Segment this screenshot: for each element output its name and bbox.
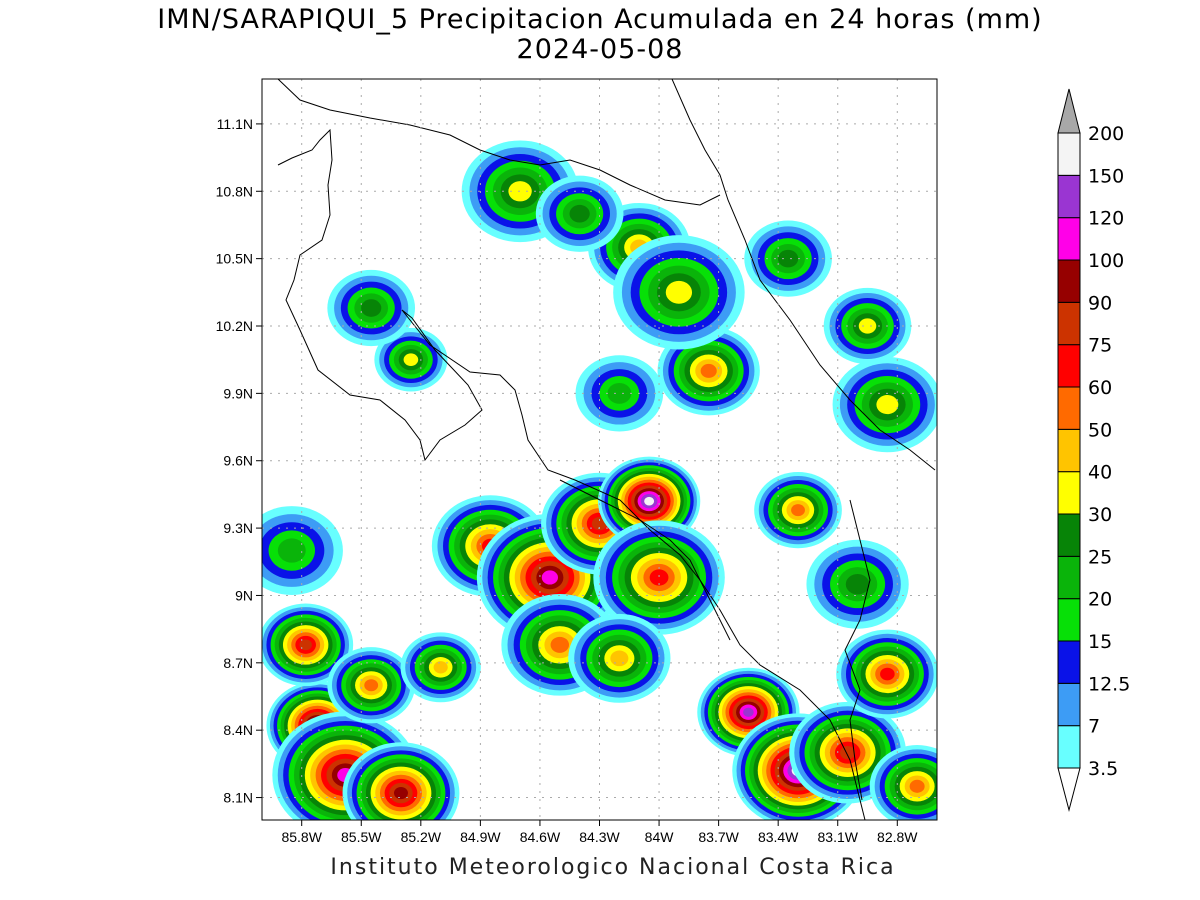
lat-tick-label: 11.1N bbox=[217, 116, 253, 132]
rain-cell-11-band-8 bbox=[550, 636, 570, 653]
lat-tick-label: 9.3N bbox=[223, 520, 253, 536]
rain-cell-17-band-8 bbox=[909, 779, 925, 793]
colorbar-swatch bbox=[1057, 217, 1081, 261]
rain-cell-31-band-5 bbox=[845, 573, 870, 595]
lon-tick-label: 84.3W bbox=[579, 829, 620, 845]
lat-tick-label: 8.7N bbox=[223, 655, 253, 671]
caribbean-coast bbox=[671, 79, 936, 471]
colorbar-swatch bbox=[1057, 471, 1081, 515]
rain-cell-10-band-9 bbox=[649, 569, 669, 586]
map-title: IMN/SARAPIQUI_5 Precipitacion Acumulada … bbox=[157, 4, 1043, 35]
lon-tick-label: 85.8W bbox=[281, 829, 322, 845]
lat-tick-label: 10.8N bbox=[216, 183, 253, 199]
colorbar: 3.5 7 12.5 15 20 25 30 40 50 60 75 90 100 120 150 200 bbox=[1057, 88, 1130, 812]
colorbar-swatch bbox=[1057, 301, 1081, 346]
rain-cell-26-band-5 bbox=[361, 299, 382, 317]
rain-cell-20-band-6 bbox=[858, 318, 877, 334]
lon-tick-label: 83.1W bbox=[818, 829, 859, 845]
colorbar-label: 100 bbox=[1088, 250, 1124, 272]
colorbar-swatch bbox=[1057, 132, 1081, 176]
lat-tick-label: 9.6N bbox=[223, 453, 253, 469]
rain-cell-7-band-12 bbox=[541, 570, 558, 585]
rain-cell-19-band-6 bbox=[876, 395, 899, 415]
rain-cell-2-band-11 bbox=[393, 786, 408, 800]
colorbar-swatch bbox=[1057, 174, 1081, 219]
colorbar-swatch bbox=[1057, 682, 1081, 727]
colorbar-label: 60 bbox=[1088, 377, 1112, 399]
colorbar-swatch bbox=[1057, 513, 1081, 557]
lon-tick-label: 84W bbox=[645, 829, 675, 845]
rain-cell-13-band-13 bbox=[743, 707, 754, 717]
colorbar-label: 90 bbox=[1088, 292, 1112, 314]
map-date: 2024-05-08 bbox=[516, 34, 684, 65]
rain-cell-30-band-4 bbox=[607, 382, 632, 404]
colorbar-label: 150 bbox=[1088, 165, 1124, 187]
colorbar-swatch bbox=[1057, 598, 1081, 642]
lon-tick-label: 83.7W bbox=[698, 829, 739, 845]
colorbar-label: 50 bbox=[1088, 419, 1112, 441]
colorbar-swatch bbox=[1057, 344, 1081, 388]
rain-cell-4-band-8 bbox=[364, 679, 379, 692]
lon-tick-label: 82.8W bbox=[877, 829, 918, 845]
rain-cell-15-band-10 bbox=[840, 746, 856, 760]
colorbar-swatch bbox=[1057, 428, 1081, 473]
rain-cell-21-band-8 bbox=[700, 363, 717, 378]
interior-divide bbox=[559, 479, 731, 641]
rain-cell-28-band-5 bbox=[777, 249, 799, 268]
footer-credit: Instituto Meteorologico Nacional Costa R… bbox=[330, 855, 896, 880]
rain-cell-3-band-10 bbox=[299, 639, 312, 651]
colorbar-label: 3.5 bbox=[1088, 758, 1118, 780]
panama-border bbox=[844, 499, 871, 801]
rain-cell-25-band-6 bbox=[403, 353, 419, 367]
rain-cell-12-band-7 bbox=[610, 650, 629, 667]
colorbar-swatch bbox=[1057, 555, 1081, 600]
rain-cell-24-band-6 bbox=[508, 181, 532, 202]
lon-tick-label: 85.2W bbox=[401, 829, 442, 845]
colorbar-label: 7 bbox=[1088, 716, 1100, 738]
rain-cell-18-band-8 bbox=[791, 504, 805, 517]
rain-cell-16-band-9 bbox=[880, 667, 895, 681]
colorbar-label: 75 bbox=[1088, 335, 1112, 357]
precipitation-field bbox=[262, 140, 937, 820]
rain-cell-29-band-4 bbox=[277, 538, 306, 563]
rain-cell-27-band-5 bbox=[569, 204, 590, 223]
colorbar-label: 120 bbox=[1088, 208, 1124, 230]
colorbar-under-arrow bbox=[1057, 767, 1081, 812]
lon-tick-label: 83.4W bbox=[758, 829, 799, 845]
lat-lon-grid bbox=[262, 79, 937, 820]
lat-tick-label: 10.5N bbox=[216, 251, 253, 267]
colorbar-label: 20 bbox=[1088, 589, 1112, 611]
colorbar-label: 25 bbox=[1088, 546, 1112, 568]
colorbar-over-arrow bbox=[1057, 88, 1081, 134]
colorbar-label: 40 bbox=[1088, 462, 1112, 484]
lat-tick-label: 8.4N bbox=[223, 722, 253, 738]
colorbar-label: 200 bbox=[1088, 123, 1124, 145]
rain-cell-5-band-7 bbox=[433, 661, 448, 674]
lon-tick-label: 85.5W bbox=[341, 829, 382, 845]
colorbar-swatch bbox=[1057, 386, 1081, 430]
lon-tick-label: 84.9W bbox=[460, 829, 501, 845]
colorbar-label: 12.5 bbox=[1088, 673, 1130, 695]
colorbar-label: 30 bbox=[1088, 504, 1112, 526]
lat-tick-label: 9.9N bbox=[223, 385, 253, 401]
colorbar-label: 15 bbox=[1088, 631, 1112, 653]
colorbar-swatch bbox=[1057, 259, 1081, 303]
lat-tick-label: 10.2N bbox=[216, 318, 253, 334]
latitude-labels: 8.1N 8.4N 8.7N 9N 9.3N 9.6N 9.9N 10.2N 10.5N 10.8… bbox=[216, 116, 262, 806]
rain-cell-23-band-6 bbox=[665, 280, 693, 304]
nicaragua-border bbox=[277, 79, 721, 206]
colorbar-swatch bbox=[1057, 640, 1081, 684]
lat-tick-label: 9N bbox=[235, 587, 253, 603]
lat-tick-label: 8.1N bbox=[223, 790, 253, 806]
lon-tick-label: 84.6W bbox=[520, 829, 561, 845]
longitude-labels: 85.8W 85.5W 85.2W 84.9W 84.6W 84.3W 84W 83.7W 83… bbox=[281, 820, 918, 845]
colorbar-swatch bbox=[1057, 725, 1081, 769]
rain-cell-9-band-14 bbox=[644, 496, 655, 506]
